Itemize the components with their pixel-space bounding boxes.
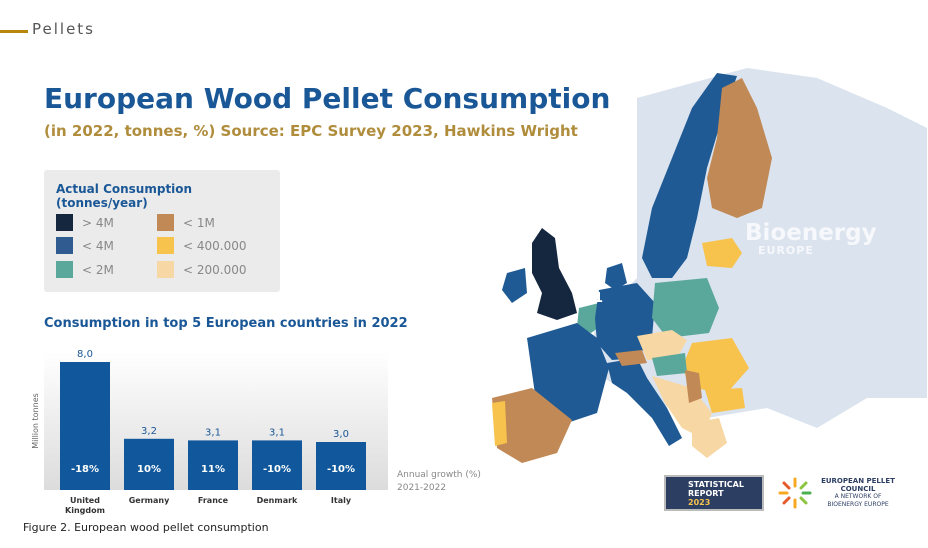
bar-value-label: 3,0	[333, 429, 349, 440]
bar-growth-label: -18%	[71, 464, 99, 475]
x-tick-label: Denmark	[257, 496, 298, 505]
bar	[124, 438, 174, 490]
x-tick-label: Kingdom	[65, 506, 105, 515]
bar	[316, 442, 366, 490]
legend-item-gt4m: > 4M	[56, 214, 114, 231]
bar	[60, 362, 110, 490]
legend-swatch	[157, 237, 174, 254]
legend-label: < 1M	[183, 215, 215, 230]
epc-logo-line2: COUNCIL	[840, 485, 876, 493]
logo-stat-line2: REPORT	[688, 488, 724, 498]
logo-stat-line1: STATISTICAL	[688, 479, 744, 489]
section-accent-bar	[0, 30, 28, 33]
logo-stat-year: 2023	[688, 497, 711, 507]
map-scandinavia	[642, 73, 737, 278]
legend-item-lt400k: < 400.000	[157, 237, 247, 254]
map-italy	[607, 358, 682, 446]
epc-logo: EUROPEAN PELLET COUNCIL A NETWORK OF BIO…	[820, 477, 896, 509]
map-finland	[707, 78, 772, 218]
bioenergy-watermark-sub: EUROPE	[758, 244, 814, 257]
bar-value-label: 3,2	[141, 426, 157, 437]
epc-logo-line1: EUROPEAN PELLET	[821, 477, 895, 485]
figure-caption: Figure 2. European wood pellet consumpti…	[23, 521, 269, 534]
map-austria	[615, 350, 647, 366]
map-portugal	[492, 401, 507, 446]
map-france	[527, 323, 609, 423]
growth-label: Annual growth (%)	[397, 470, 481, 480]
europe-map: 1	[492, 68, 927, 463]
x-tick-label: France	[198, 496, 229, 505]
bar-growth-label: -10%	[263, 464, 291, 475]
x-tick-label: Germany	[129, 496, 170, 505]
map-greece	[692, 418, 727, 458]
legend-item-lt200k: < 200.000	[157, 261, 247, 278]
chart-title: Consumption in top 5 European countries …	[44, 316, 408, 331]
legend-swatch	[157, 261, 174, 278]
map-ireland	[502, 268, 527, 303]
growth-period: 2021-2022	[397, 483, 447, 493]
page-subtitle: (in 2022, tonnes, %) Source: EPC Survey …	[44, 122, 578, 140]
legend-label: < 4M	[82, 238, 114, 253]
map-iberia	[492, 388, 572, 463]
epc-burst-icon	[778, 477, 812, 509]
legend-label: < 2M	[82, 262, 114, 277]
epc-logo-line3: A NETWORK OF BIOENERGY EUROPE	[827, 493, 889, 508]
legend-label: < 200.000	[183, 262, 247, 277]
legend-label: > 4M	[82, 215, 114, 230]
legend-title: Actual Consumption (tonnes/year)	[56, 182, 193, 210]
map-denmark	[605, 263, 627, 290]
legend-item-lt1m: < 1M	[157, 214, 215, 231]
statistical-report-logo: STATISTICAL REPORT 2023	[664, 475, 764, 511]
map-marker: 1	[594, 291, 603, 306]
legend-swatch	[56, 261, 73, 278]
bar-value-label: 3,1	[205, 427, 221, 438]
map-serbia	[685, 370, 702, 403]
page-title: European Wood Pellet Consumption	[44, 82, 611, 115]
logos: STATISTICAL REPORT 2023 EUROPEAN PELLET …	[664, 475, 896, 511]
bar-value-label: 8,0	[77, 349, 93, 360]
bar	[188, 440, 238, 490]
bar-growth-label: -10%	[327, 464, 355, 475]
bar	[252, 440, 302, 490]
bar-growth-label: 11%	[201, 464, 225, 475]
map-central	[637, 330, 687, 360]
map-baltics	[702, 238, 742, 268]
map-bulgaria	[705, 388, 745, 413]
y-axis-label: Million tonnes	[31, 393, 40, 449]
legend: Actual Consumption (tonnes/year) > 4M < …	[44, 170, 280, 292]
legend-swatch	[56, 214, 73, 231]
legend-swatch	[157, 214, 174, 231]
section-label: Pellets	[32, 20, 95, 38]
bar-value-label: 3,1	[269, 427, 285, 438]
bar-growth-label: 10%	[137, 464, 161, 475]
legend-label: < 400.000	[183, 238, 247, 253]
map-hungary	[652, 353, 687, 376]
legend-item-lt2m: < 2M	[56, 261, 114, 278]
map-uk	[532, 228, 577, 320]
legend-swatch	[56, 237, 73, 254]
map-poland	[652, 278, 719, 338]
legend-item-lt4m: < 4M	[56, 237, 114, 254]
bioenergy-watermark: Bioenergy	[745, 220, 877, 246]
x-tick-label: Italy	[331, 496, 352, 505]
x-tick-label: United	[70, 496, 100, 505]
growth-legend: Annual growth (%) 2021-2022	[397, 469, 481, 495]
